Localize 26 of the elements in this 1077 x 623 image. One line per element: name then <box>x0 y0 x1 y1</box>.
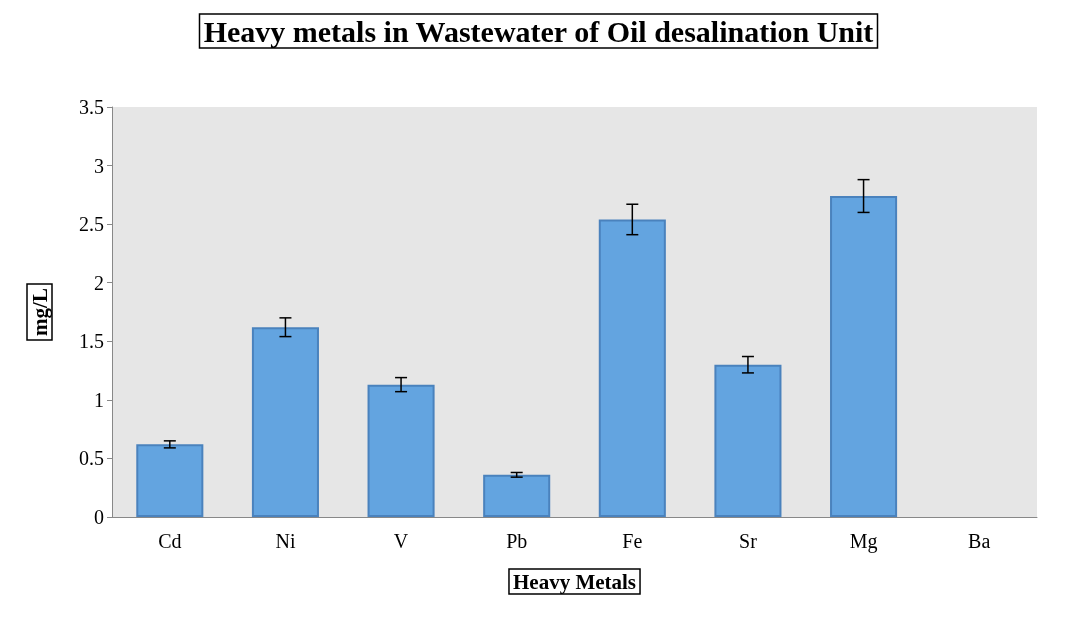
x-axis-title: Heavy Metals <box>512 569 637 594</box>
y-tick-label: 2 <box>94 271 104 294</box>
x-tick-label: Fe <box>622 530 643 552</box>
bar <box>251 327 319 517</box>
y-tick-label: 0 <box>94 506 104 528</box>
y-tick-label: 3 <box>94 154 104 177</box>
bar <box>136 444 204 517</box>
y-axis-title: mg/L <box>27 288 52 336</box>
bar <box>483 474 551 517</box>
bar <box>830 196 898 517</box>
chart-title: Heavy metals in Wastewater of Oil desalination Unit <box>203 14 874 48</box>
bar <box>714 364 782 517</box>
x-tick-label: Mg <box>849 530 878 553</box>
y-tick-label: 1 <box>94 388 104 411</box>
y-tick-label: 3.5 <box>79 96 104 118</box>
x-tick-label: Cd <box>158 530 182 552</box>
x-tick-label: Sr <box>739 530 758 552</box>
y-tick-label: 1.5 <box>79 330 104 353</box>
bar <box>367 384 435 517</box>
y-tick-label: 2.5 <box>79 213 104 236</box>
x-tick-label: Ni <box>275 530 296 552</box>
x-tick-label: Ba <box>968 530 991 552</box>
x-tick-label: Pb <box>506 530 528 552</box>
bar <box>598 219 666 517</box>
x-tick-label: V <box>393 530 409 552</box>
y-tick-label: 0.5 <box>79 447 104 470</box>
